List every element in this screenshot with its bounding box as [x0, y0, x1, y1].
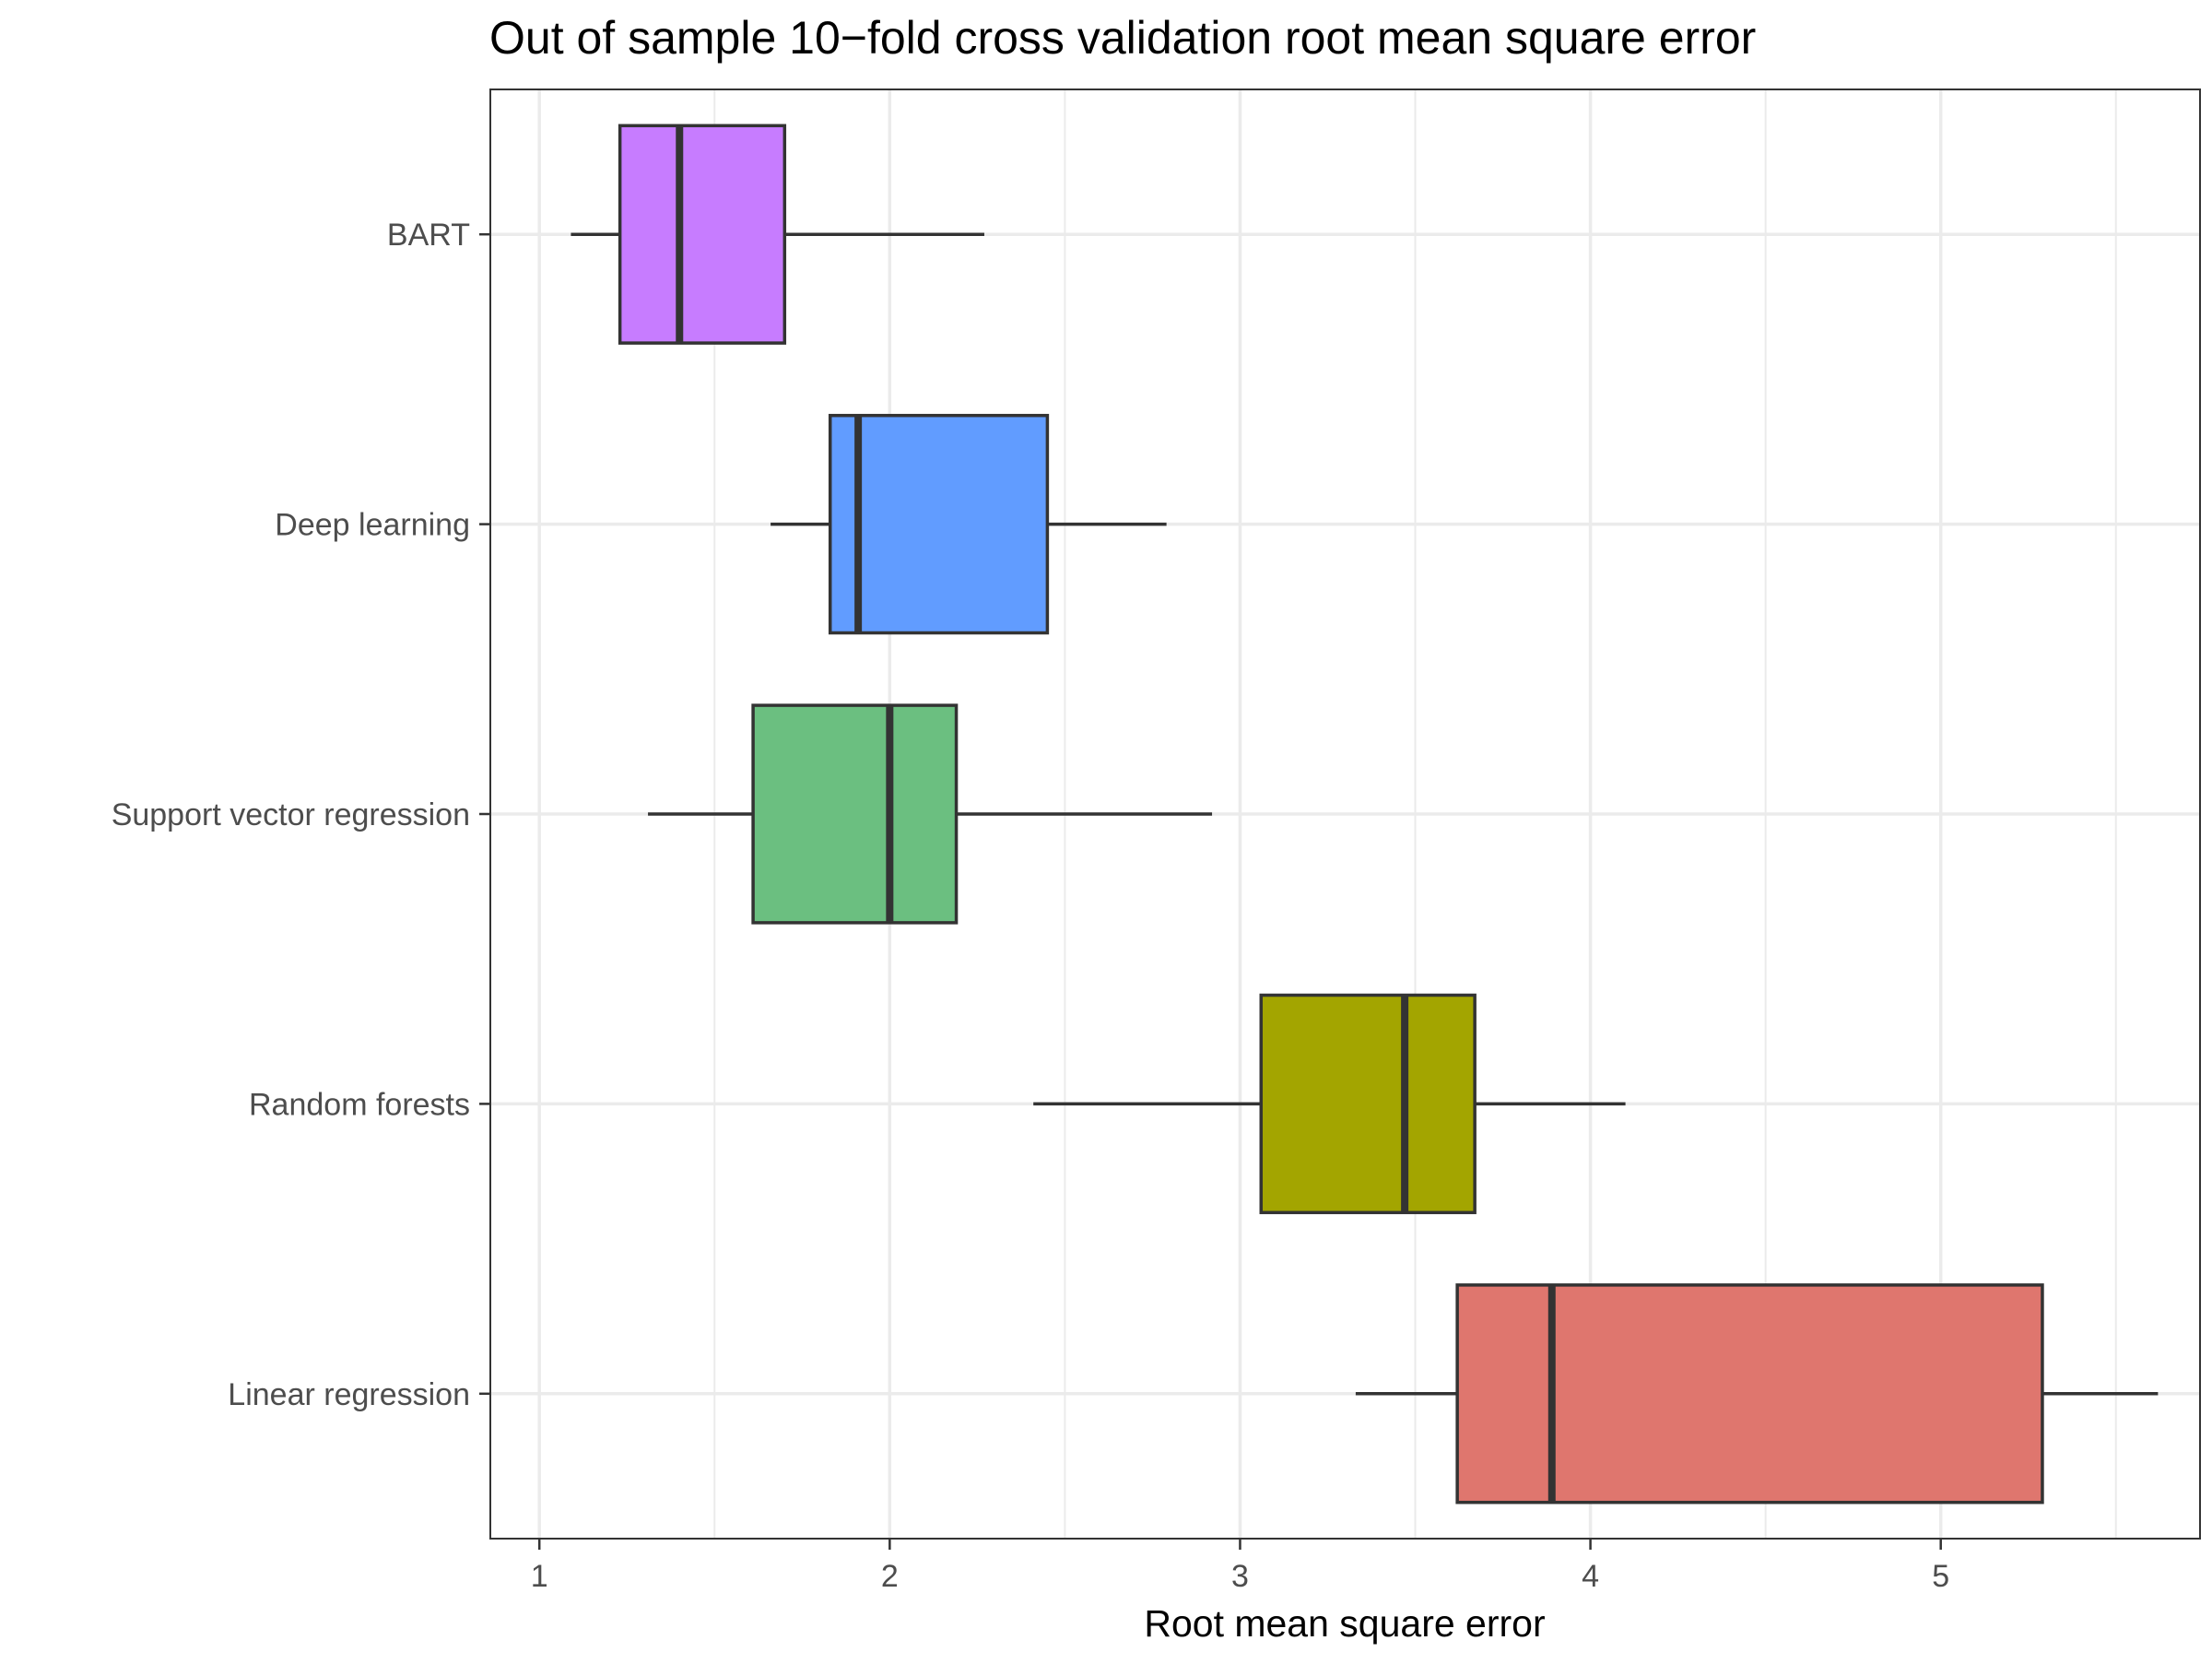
box-group [771, 413, 1167, 635]
axis-layer: 1 2 3 4 5 BART Deep learning Support vector reg… [112, 218, 1949, 1594]
x-axis-title: Root mean square error [1144, 1602, 1545, 1645]
x-tick-label: 3 [1231, 1559, 1249, 1594]
y-tick-label: Random forests [249, 1087, 470, 1122]
box-layer [571, 124, 2159, 1505]
box-group [648, 703, 1213, 925]
y-tick-label: Deep learning [275, 508, 470, 543]
box-iqr [1259, 993, 1477, 1215]
y-tick-label: Linear regression [228, 1377, 470, 1412]
x-tick-label: 4 [1582, 1559, 1599, 1594]
x-tick-label: 1 [531, 1559, 548, 1594]
box-group [571, 124, 984, 345]
box-iqr [828, 413, 1050, 635]
chart-title: Out of sample 10−fold cross validation r… [489, 12, 1756, 64]
box-iqr [751, 703, 959, 925]
box-group [1355, 1283, 2159, 1505]
y-tick-label: BART [387, 218, 470, 253]
box-iqr [618, 124, 787, 345]
box-iqr [1455, 1283, 2044, 1505]
y-tick-label: Support vector regression [112, 797, 470, 832]
x-tick-label: 2 [881, 1559, 899, 1594]
box-group [1033, 993, 1626, 1215]
x-tick-label: 5 [1932, 1559, 1949, 1594]
